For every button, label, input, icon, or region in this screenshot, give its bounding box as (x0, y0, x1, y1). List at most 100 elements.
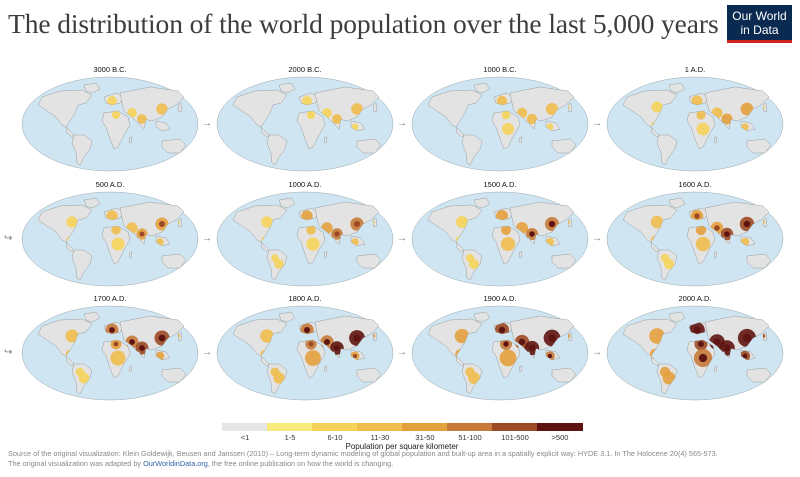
sequence-arrow-icon: → (592, 233, 602, 244)
density-core (352, 353, 358, 359)
land-northAmerica (37, 89, 93, 128)
land-greenland (668, 82, 686, 94)
land-greenland (278, 82, 296, 94)
land-centralAm (65, 126, 75, 138)
map-panel: 1900 A.D. (410, 294, 590, 404)
land-centralAm (65, 355, 75, 367)
land-madagascar (713, 136, 718, 144)
density-region (454, 328, 470, 344)
density-region (274, 259, 284, 269)
map-panel: 1000 B.C. (410, 65, 590, 175)
density-core (693, 326, 701, 334)
legend-swatch-label: >500 (551, 433, 569, 442)
density-core (159, 221, 165, 227)
row-wrap-arrow-icon: ↪ (4, 347, 13, 358)
source-line2: The original visualization was adapted b… (8, 459, 794, 469)
land-madagascar (128, 365, 133, 373)
panel-year-label: 2000 B.C. (288, 65, 322, 74)
source-line2-pre: The original visualization was adapted b… (8, 458, 144, 468)
legend-swatch-label: 31-50 (415, 433, 435, 442)
panel-year-label: 3000 B.C. (93, 65, 127, 74)
land-centralAm (455, 126, 465, 138)
density-core (713, 338, 721, 346)
land-madagascar (323, 136, 328, 144)
density-region (696, 110, 706, 120)
density-region (468, 258, 480, 270)
density-core (129, 339, 135, 345)
sequence-arrow-icon: → (202, 347, 212, 358)
land-madagascar (128, 251, 133, 259)
panel-year-label: 1600 A.D. (678, 180, 712, 189)
density-core (323, 338, 331, 346)
panel-year-label: 1900 A.D. (483, 294, 517, 303)
land-greenland (278, 311, 296, 323)
density-core (308, 341, 314, 347)
density-core (528, 344, 536, 352)
land-northAmerica (232, 204, 288, 243)
source-note: Source of the original visualization: Kl… (8, 449, 794, 468)
owid-logo[interactable]: Our World in Data (727, 5, 792, 43)
density-region (306, 237, 320, 251)
map-panel: 3000 B.C. (20, 65, 200, 175)
density-core (548, 220, 556, 228)
row-wrap-arrow-icon: ↪ (4, 233, 13, 244)
land-madagascar (518, 251, 523, 259)
page-title: The distribution of the world population… (8, 8, 719, 39)
density-region (651, 101, 663, 113)
density-region (501, 110, 511, 120)
land-southAmerica (266, 134, 288, 166)
density-region (500, 224, 512, 236)
density-region (306, 225, 316, 235)
density-region (156, 103, 168, 115)
land-australia (746, 253, 772, 269)
density-region (106, 210, 118, 222)
land-northAmerica (622, 89, 678, 128)
land-japan (762, 102, 768, 113)
density-core (333, 344, 341, 352)
density-region (496, 95, 508, 107)
density-core (529, 231, 535, 237)
density-core (113, 341, 119, 347)
density-region (273, 372, 285, 384)
density-core (353, 334, 361, 342)
density-core (743, 220, 751, 228)
density-region (695, 224, 707, 236)
density-core (742, 333, 752, 343)
panel-year-label: 1000 B.C. (483, 65, 517, 74)
land-madagascar (713, 365, 718, 373)
sequence-arrow-icon: → (397, 347, 407, 358)
map-panel: 1500 A.D. (410, 180, 590, 290)
map-panel: 2000 A.D. (605, 294, 785, 404)
density-region (261, 216, 273, 228)
density-region (691, 95, 703, 107)
legend-swatch-label: 101-500 (501, 433, 529, 442)
density-core (714, 225, 720, 231)
world-map (411, 76, 589, 172)
density-core (698, 341, 704, 347)
land-greenland (83, 311, 101, 323)
density-region (302, 96, 312, 106)
density-core (742, 353, 748, 359)
land-centralAm (650, 126, 660, 138)
density-region (455, 215, 469, 229)
land-greenland (83, 197, 101, 209)
map-panel: 1700 A.D. (20, 294, 200, 404)
density-region (468, 372, 480, 384)
density-core (518, 338, 526, 346)
density-region (78, 372, 90, 384)
density-core (109, 327, 115, 333)
legend-swatch-label: 6-10 (327, 433, 343, 442)
land-seAsia (155, 120, 171, 132)
sequence-arrow-icon: → (592, 347, 602, 358)
density-region (107, 96, 117, 106)
logo-line1: Our World (732, 9, 787, 23)
land-madagascar (518, 136, 523, 144)
density-core (354, 221, 360, 227)
owid-link[interactable]: OurWorldinData.org (143, 458, 208, 468)
density-region (111, 225, 121, 235)
density-region (650, 215, 664, 229)
density-region (65, 329, 79, 343)
land-australia (356, 367, 382, 383)
world-map (606, 191, 784, 287)
density-region (695, 236, 711, 252)
